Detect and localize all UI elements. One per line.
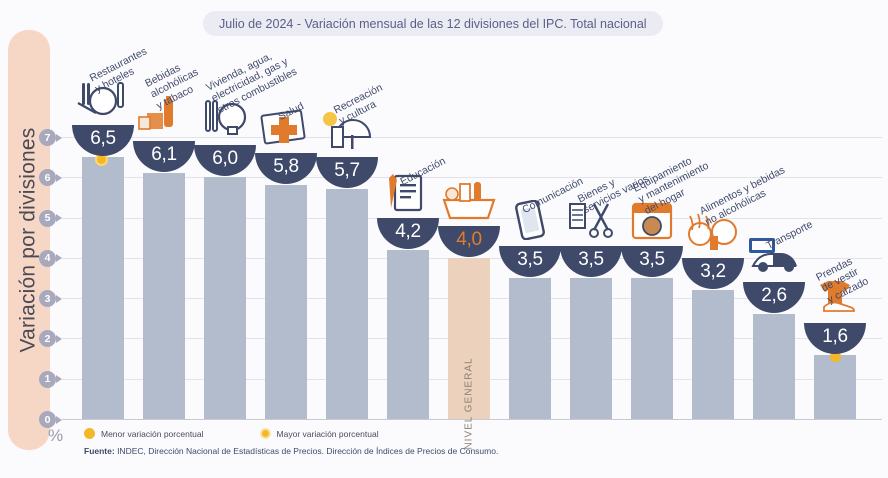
bar-2[interactable] [204, 177, 246, 419]
value-badge-4: 5,7 [316, 112, 378, 195]
y-axis-tick-6: 6 [39, 169, 62, 187]
value-label-12: 1,6 [822, 325, 848, 347]
vertical-axis-title-text: Variación por divisiones [17, 127, 40, 353]
source-text: INDEC, Dirección Nacional de Estadística… [114, 446, 499, 456]
value-badge-6: 4,0 [438, 181, 500, 264]
bar-10[interactable] [692, 290, 734, 419]
value-label-10: 3,2 [700, 261, 726, 283]
value-badge-11: 2,6 [743, 238, 805, 320]
bar-11[interactable] [753, 314, 795, 419]
value-badge-8: 3,5 [560, 203, 622, 284]
beach-umbrella-icon [316, 111, 378, 157]
value-badge-bowl: 6,0 [194, 145, 256, 177]
bar-inner-label: NIVEL GENERAL [448, 357, 490, 449]
value-badge-bowl: 4,0 [438, 225, 500, 257]
bar-5[interactable] [387, 249, 429, 419]
bar-3[interactable] [265, 185, 307, 419]
smartphone-icon [499, 199, 561, 246]
value-label-9: 3,5 [639, 249, 665, 270]
bar-9[interactable] [631, 278, 673, 419]
value-badge-bowl: 3,5 [621, 246, 683, 277]
value-badge-7: 3,5 [499, 199, 561, 284]
comb-scissors-icon [560, 200, 622, 246]
bar-7[interactable] [509, 278, 551, 419]
value-label-2: 6,0 [212, 148, 238, 170]
gridline-7 [62, 137, 882, 138]
gridline-6 [62, 177, 882, 179]
value-badge-3: 5,8 [255, 109, 317, 191]
value-badge-bowl: 3,5 [499, 246, 561, 277]
value-label-0: 6,5 [90, 128, 116, 150]
y-axis-tick-1: 1 [39, 370, 62, 388]
value-badge-bowl: 2,6 [743, 282, 805, 314]
legend-label-lowest: Menor variación porcentual [101, 428, 204, 439]
bar-inner-label-text: NIVEL GENERAL [463, 357, 475, 450]
value-label-3: 5,8 [273, 156, 299, 178]
value-badge-bowl: 4,2 [377, 217, 439, 249]
value-badge-bowl: 3,2 [682, 258, 744, 290]
highest-marker-icon [259, 428, 271, 439]
y-axis-tick-0: 0 [39, 411, 62, 428]
notebook-pencil-icon [377, 172, 439, 218]
value-badge-bowl: 1,6 [804, 322, 866, 354]
legend-label-highest: Mayor variación porcentual [276, 428, 379, 439]
bar-0[interactable] [82, 157, 124, 419]
value-badge-10: 3,2 [682, 213, 744, 296]
lowest-marker-icon [84, 428, 95, 439]
value-badge-9: 3,5 [621, 202, 683, 284]
tshirt-shoe-icon [804, 277, 866, 323]
value-badge-bowl: 5,7 [316, 157, 378, 189]
value-badge-bowl: 5,8 [255, 153, 317, 185]
source-prefix: Fuente: [84, 446, 115, 456]
bar-4[interactable] [326, 189, 368, 419]
y-axis-tick-2: 2 [39, 330, 62, 348]
value-badge-1: 6,1 [133, 96, 195, 179]
value-label-11: 2,6 [761, 285, 787, 307]
value-label-4: 5,7 [334, 160, 360, 182]
bar-8[interactable] [570, 278, 612, 419]
lowest-value-marker [829, 350, 841, 362]
bar-1[interactable] [143, 173, 185, 419]
value-badge-0: 6,5 [72, 82, 134, 163]
value-badge-bowl: 6,1 [133, 141, 195, 173]
page-title: Julio de 2024 - Variación mensual de las… [219, 16, 647, 31]
shopping-basket-icon [438, 180, 500, 226]
y-axis-tick-5: 5 [39, 209, 62, 227]
value-badge-bowl: 6,5 [72, 125, 134, 157]
bar-6[interactable]: NIVEL GENERAL [448, 257, 490, 450]
value-badge-bowl: 3,5 [560, 246, 622, 277]
plate-cutlery-icon [72, 79, 134, 125]
y-axis-tick-3: 3 [39, 290, 62, 308]
y-axis-tick-7: 7 [39, 129, 62, 146]
percent-symbol: % [48, 426, 64, 445]
value-badge-2: 6,0 [194, 100, 256, 183]
y-axis-tick-4: 4 [39, 249, 62, 267]
medical-cross-icon [255, 107, 317, 153]
chart-legend: Menor variación porcentual Mayor variaci… [84, 428, 379, 439]
value-label-8: 3,5 [578, 249, 604, 270]
source-note: Fuente: INDEC, Dirección Nacional de Est… [84, 446, 498, 456]
value-badge-12: 1,6 [804, 280, 866, 361]
gridline-0 [62, 419, 882, 420]
bottle-glass-icon [133, 95, 195, 141]
value-label-1: 6,1 [151, 144, 177, 166]
value-label-7: 3,5 [517, 249, 543, 270]
value-label-6: 4,0 [456, 228, 482, 250]
car-sube-card-icon [743, 236, 805, 282]
legend-item-highest: Mayor variación porcentual [259, 428, 379, 439]
lightbulb-icon [194, 99, 256, 145]
chart-title-pill: Julio de 2024 - Variación mensual de las… [203, 11, 663, 36]
food-groceries-icon [682, 212, 744, 258]
value-label-5: 4,2 [395, 220, 421, 242]
bar-12[interactable] [814, 354, 856, 419]
value-badge-5: 4,2 [377, 173, 439, 256]
legend-item-lowest: Menor variación porcentual [84, 428, 204, 439]
washing-machine-icon [621, 200, 683, 246]
